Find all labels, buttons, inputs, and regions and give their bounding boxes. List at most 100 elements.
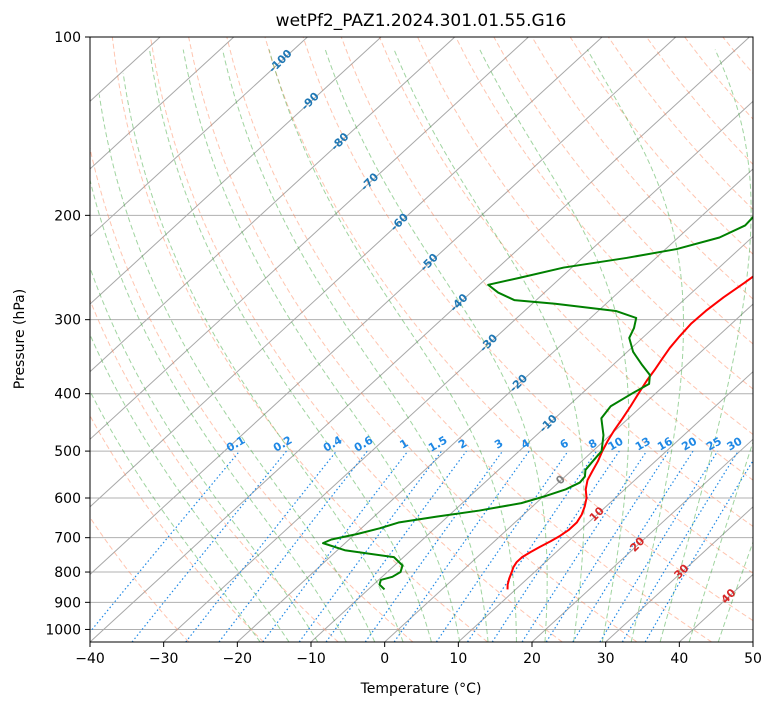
moist-adiabat-line	[268, 49, 517, 642]
isotherm-line	[90, 37, 456, 373]
isotherm-line	[90, 37, 529, 440]
mixing-ratio-label: 2	[456, 437, 469, 452]
dry-adiabat-line	[302, 37, 753, 574]
y-tick-label: 1000	[45, 622, 81, 638]
moist-adiabat-line	[222, 49, 489, 642]
moist-adiabat-line	[122, 72, 404, 642]
moist-adiabat-line	[90, 177, 347, 642]
dry-adiabat-line	[646, 37, 753, 166]
isotherm-line	[90, 37, 750, 642]
x-tick-label: 50	[744, 651, 762, 667]
moist-adiabat-line	[717, 540, 753, 642]
chart-title: wetPf2_PAZ1.2024.301.01.55.G16	[276, 11, 567, 31]
dry-adiabat-line	[378, 37, 753, 481]
isotherm-line	[605, 506, 753, 642]
y-tick-label: 600	[54, 491, 81, 507]
x-tick-label: 10	[449, 651, 467, 667]
dry-adiabat-line	[90, 516, 190, 642]
dry-adiabat-line	[90, 298, 339, 642]
isotherm-line	[531, 438, 753, 642]
moist-adiabat-line	[182, 49, 461, 642]
mixing-ratio-line	[467, 450, 598, 642]
mixing-ratio-label: 3	[492, 437, 505, 452]
y-tick-label: 800	[54, 565, 81, 581]
y-tick-label: 400	[54, 387, 81, 403]
isotherm-label: -100	[266, 47, 295, 76]
moist-adiabat-line	[688, 440, 753, 642]
y-tick-label: 700	[54, 531, 81, 547]
dry-adiabat-line	[417, 37, 753, 436]
mixing-ratio-label: 1	[398, 437, 411, 452]
mixing-ratio-line	[90, 450, 241, 633]
moist-adiabat-line	[90, 389, 261, 642]
mixing-ratio-line	[545, 450, 670, 642]
isotherm-line	[163, 100, 753, 642]
isotherm-line	[90, 37, 677, 576]
isotherm-line	[90, 37, 603, 508]
y-axis-label: Pressure (hPa)	[12, 289, 28, 389]
dry-adiabat-line	[90, 414, 264, 642]
mixing-ratio-line	[393, 450, 530, 642]
isotherm-line	[678, 573, 753, 642]
x-axis-label: Temperature (°C)	[360, 681, 482, 697]
mixing-ratio-line	[325, 450, 467, 642]
dry-adiabat-line	[340, 37, 753, 528]
dry-adiabat-line	[111, 37, 488, 642]
x-tick-label: 40	[670, 651, 688, 667]
plot-frame	[89, 36, 754, 643]
x-tick-label: 20	[523, 651, 541, 667]
mixing-ratio-line	[599, 450, 719, 642]
x-tick-label: 30	[597, 651, 615, 667]
x-tick-label: −10	[296, 651, 326, 667]
mixing-ratio-line	[262, 450, 409, 642]
dry-adiabat-line	[569, 37, 753, 255]
x-tick-label: −40	[75, 651, 105, 667]
isotherm-line	[457, 370, 753, 642]
moist-adiabat-line	[149, 49, 432, 642]
y-tick-label: 200	[54, 208, 81, 224]
isotherm-line	[384, 303, 753, 642]
dry-adiabat-line	[264, 37, 753, 622]
dewpoint-profile-line	[322, 215, 753, 591]
isotherm-line	[90, 37, 235, 170]
isotherm-line	[90, 37, 308, 238]
moist-adiabat-line	[98, 94, 376, 642]
mixing-ratio-label: 8	[586, 437, 599, 452]
isotherm-line	[752, 641, 753, 642]
temperature-profile-line	[506, 275, 753, 590]
mixing-ratio-line	[364, 450, 504, 642]
y-tick-label: 100	[54, 30, 81, 46]
dry-adiabat-line	[761, 37, 775, 642]
mixing-ratio-line	[218, 450, 368, 642]
moist-adiabat-line	[479, 49, 630, 642]
x-tick-label: −30	[149, 651, 179, 667]
mixing-ratio-line	[521, 450, 648, 642]
moist-adiabat-line	[586, 49, 684, 642]
moist-adiabat-line	[90, 266, 319, 642]
dry-adiabat-line	[531, 37, 753, 300]
moist-adiabat-line	[659, 49, 752, 642]
moist-adiabat-line	[393, 49, 585, 642]
dry-adiabat-line	[226, 37, 712, 642]
mixing-ratio-line	[435, 450, 569, 642]
y-tick-label: 900	[54, 595, 81, 611]
x-tick-label: −20	[223, 651, 253, 667]
moist-adiabat-line	[324, 49, 548, 642]
mixing-ratio-line	[131, 450, 287, 642]
dry-adiabat-line	[455, 37, 753, 390]
x-tick-label: 0	[380, 651, 389, 667]
y-tick-label: 500	[54, 444, 81, 460]
isotherm-line	[310, 235, 753, 642]
dry-adiabat-line	[722, 37, 753, 75]
mixing-ratio-line	[491, 450, 620, 642]
isotherm-line	[236, 168, 753, 642]
dry-adiabat-line	[149, 37, 563, 642]
mixing-ratio-label: 6	[558, 436, 571, 451]
isotherm-line	[90, 37, 382, 305]
mixing-ratio-line	[185, 450, 337, 642]
dry-adiabat-line	[188, 37, 638, 642]
dry-adiabat-line	[90, 145, 414, 642]
isotherm-line	[0, 37, 13, 642]
mixing-ratio-line	[298, 450, 443, 642]
